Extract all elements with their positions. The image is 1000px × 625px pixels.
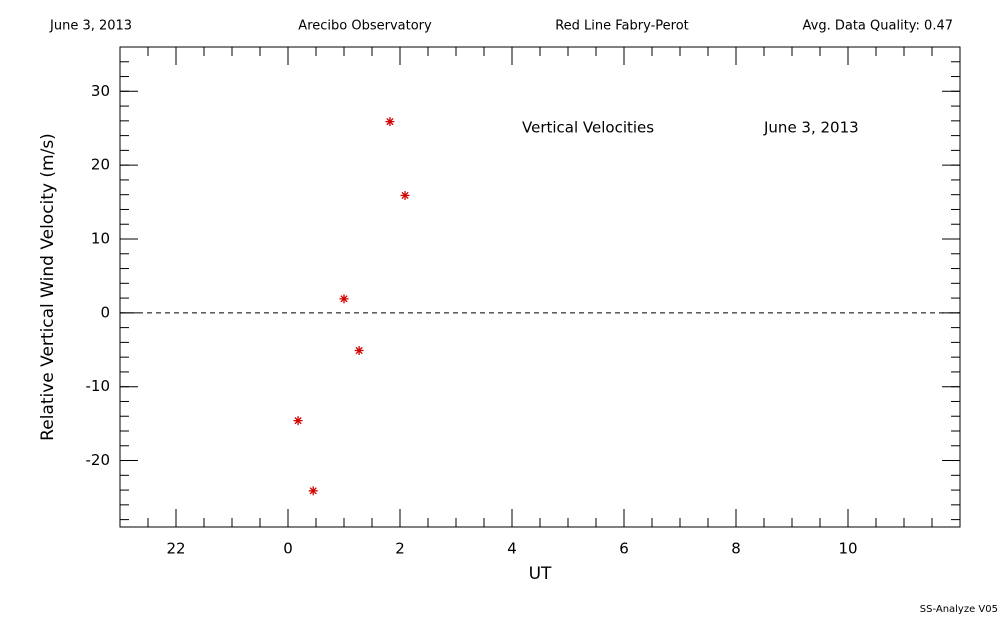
point-stroke <box>355 346 363 355</box>
point-stroke <box>386 117 394 126</box>
header-site: Arecibo Observatory <box>298 19 432 34</box>
y-tick-label: -20 <box>86 451 111 469</box>
x-tick-label: 22 <box>166 540 185 558</box>
point-stroke <box>309 487 317 495</box>
footer: SS-Analyze V05 <box>920 604 998 615</box>
point-stroke <box>401 191 409 200</box>
x-tick-label: 8 <box>731 540 741 558</box>
header-quality: Avg. Data Quality: 0.47 <box>803 19 953 34</box>
point <box>308 486 318 496</box>
x-tick-label: 10 <box>838 540 857 558</box>
y-tick-label: -10 <box>86 377 111 395</box>
point <box>293 416 303 426</box>
point <box>385 117 395 127</box>
point <box>354 346 364 356</box>
annotation: Vertical Velocities <box>522 119 654 137</box>
y-tick-label: 10 <box>91 230 110 248</box>
x-tick-label: 4 <box>507 540 517 558</box>
point-stroke <box>340 295 348 303</box>
y-tick-label: 30 <box>91 82 110 100</box>
x-axis-label: UT <box>529 564 552 584</box>
x-tick-label: 2 <box>395 540 405 558</box>
x-tick-label: 0 <box>283 540 293 558</box>
header-date: June 3, 2013 <box>49 19 132 34</box>
annotation: June 3, 2013 <box>763 119 859 137</box>
x-tick-label: 6 <box>619 540 629 558</box>
point <box>339 294 349 304</box>
point-stroke <box>294 417 302 425</box>
y-tick-label: 0 <box>100 303 110 321</box>
y-tick-label: 20 <box>91 156 110 174</box>
point <box>400 190 410 200</box>
y-axis-label: Relative Vertical Wind Velocity (m/s) <box>38 133 58 441</box>
header-instrument: Red Line Fabry-Perot <box>555 19 689 34</box>
